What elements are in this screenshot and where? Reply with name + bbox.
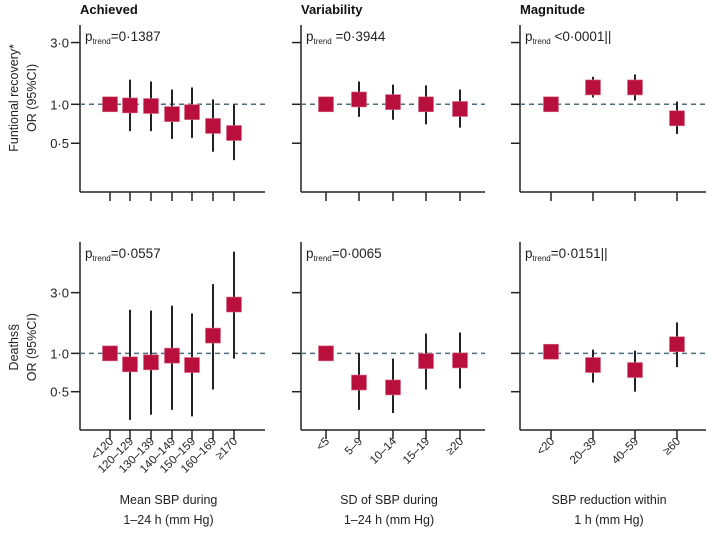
x-tick-label: <5 <box>314 436 332 454</box>
p-trend-value: =0·0151|| <box>551 246 608 261</box>
or-marker <box>205 118 221 134</box>
p-trend-subscript: trend <box>314 37 332 46</box>
p-trend-prefix: p <box>306 246 314 261</box>
or-marker <box>164 106 180 122</box>
or-marker <box>543 343 559 360</box>
y-axis-label: Funtional recovery* <box>7 44 21 152</box>
panel-title: Achieved <box>80 2 138 17</box>
p-trend-label: ptrend=0·0557 <box>85 246 161 263</box>
x-axis-label: 1 h (mm Hg) <box>574 513 643 527</box>
or-marker <box>351 374 367 391</box>
x-tick-label: ≥20 <box>444 436 466 458</box>
panel-title: Variability <box>301 2 363 17</box>
or-marker <box>669 110 685 127</box>
x-tick-label: ≥60 <box>661 436 683 458</box>
y-tick-label: 3·0 <box>50 36 69 51</box>
p-trend-value: =0·1387 <box>111 29 161 44</box>
or-marker <box>627 362 643 378</box>
or-marker <box>452 101 468 117</box>
y-axis-label: Deaths§ <box>7 324 21 371</box>
or-marker <box>143 354 159 371</box>
p-trend-prefix: p <box>306 29 314 44</box>
or-marker <box>585 79 601 96</box>
x-axis-label: SBP reduction within <box>551 493 666 507</box>
or-marker <box>318 345 334 362</box>
x-axis-label: Mean SBP during <box>120 493 218 507</box>
y-tick-label: 3·0 <box>50 286 69 301</box>
or-marker <box>143 98 159 114</box>
p-trend-label: ptrend=0·0065 <box>306 246 382 263</box>
p-trend-subscript: trend <box>93 254 111 263</box>
p-trend-value: =0·3944 <box>332 29 386 44</box>
or-marker <box>184 357 200 373</box>
p-trend-subscript: trend <box>314 254 332 263</box>
or-marker <box>585 357 601 373</box>
x-tick-label: 15–19 <box>401 436 432 467</box>
or-marker <box>226 125 242 141</box>
or-marker <box>184 104 200 120</box>
or-marker <box>102 96 118 113</box>
or-marker <box>318 96 334 113</box>
or-marker <box>102 345 118 362</box>
panel: ptrend <0·0001|| <box>511 25 706 201</box>
y-tick-label: 0·5 <box>50 136 69 151</box>
p-trend-prefix: p <box>85 246 93 261</box>
p-trend-label: ptrend <0·0001|| <box>525 29 611 46</box>
y-tick-label: 1·0 <box>50 346 69 361</box>
or-marker <box>543 96 559 113</box>
x-tick-label: <20 <box>535 436 557 458</box>
or-marker <box>351 91 367 108</box>
p-trend-prefix: p <box>525 29 533 44</box>
or-marker <box>385 94 401 110</box>
p-trend-value: <0·0001|| <box>551 29 612 44</box>
panel-title: Magnitude <box>520 2 585 17</box>
or-marker <box>418 353 434 369</box>
y-axis-label: OR (95%CI) <box>25 64 39 132</box>
x-tick-label: 5–9 <box>343 436 365 458</box>
or-marker <box>385 379 401 396</box>
or-marker <box>122 356 138 373</box>
x-axis-label: 1–24 h (mm Hg) <box>344 513 434 527</box>
p-trend-prefix: p <box>525 246 533 261</box>
p-trend-value: =0·0065 <box>332 246 382 261</box>
panel: ptrend=0·0065 <box>292 242 485 439</box>
x-axis-label: SD of SBP during <box>340 493 438 507</box>
or-marker <box>627 79 643 96</box>
x-tick-label: ≥170 <box>214 436 241 463</box>
or-marker <box>205 327 221 344</box>
or-marker <box>418 96 434 113</box>
y-axis-label: OR (95%CI) <box>25 313 39 381</box>
p-trend-subscript: trend <box>533 37 551 46</box>
y-tick-label: 0·5 <box>50 385 69 400</box>
p-trend-label: ptrend =0·3944 <box>306 29 386 46</box>
panel: 0·5 1·0 3·0 ptrend=0·1387 <box>50 25 265 201</box>
y-tick-label: 1·0 <box>50 97 69 112</box>
p-trend-label: ptrend=0·1387 <box>85 29 161 46</box>
x-tick-label: 10–14 <box>368 435 400 467</box>
p-trend-label: ptrend=0·0151|| <box>525 246 608 263</box>
or-marker <box>122 97 138 114</box>
x-tick-label: 20–39 <box>568 436 599 467</box>
panel: 0·5 1·0 3·0 ptrend=0·0557 <box>50 242 265 439</box>
or-marker <box>226 296 242 313</box>
p-trend-value: =0·0557 <box>111 246 161 261</box>
panel: ptrend =0·3944 <box>292 25 485 201</box>
p-trend-subscript: trend <box>533 254 551 263</box>
p-trend-subscript: trend <box>93 37 111 46</box>
or-marker <box>669 336 685 353</box>
p-trend-prefix: p <box>85 29 93 44</box>
panel: ptrend=0·0151|| <box>511 242 706 439</box>
or-marker <box>164 347 180 364</box>
x-axis-label: 1–24 h (mm Hg) <box>123 513 213 527</box>
or-marker <box>452 352 468 369</box>
x-tick-label: 40–59 <box>610 436 641 467</box>
